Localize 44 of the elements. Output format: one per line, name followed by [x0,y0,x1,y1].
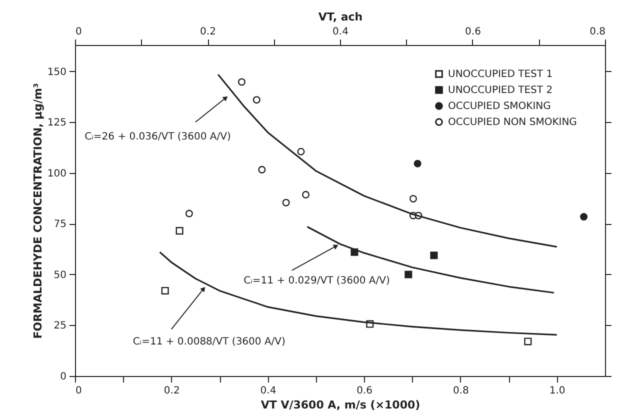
x-tick-label: 0 [76,386,82,396]
point [302,190,310,198]
x2-tick-label: 0.2 [200,26,216,38]
point [238,78,246,86]
point [161,286,169,294]
x-tick-label: 0.8 [453,386,469,396]
point [409,194,417,202]
annotation: Cᵢ=26 + 0.036/VT (3600 A/V) [84,131,231,142]
y-tick-label: 125 [47,118,66,129]
x2-tick-label: 0.6 [465,26,481,38]
point [282,198,290,206]
x2-axis-title: VT, ach [318,10,363,24]
y-tick-label: 150 [47,66,66,78]
line-series [159,251,558,336]
point [580,213,588,221]
point [430,252,438,260]
x-tick-label: 0.4 [260,386,276,396]
y-tick-label: 100 [47,168,66,180]
x2-tick-label: 0.8 [590,26,606,38]
point [414,160,422,168]
point [185,210,193,218]
legend-label: UNOCCUPIED TEST 2 [448,85,553,96]
x-axis-title: VT V/3600 A, m/s (×1000) [260,398,420,412]
annotation: Cᵢ=11 + 0.029/VT (3600 A/V) [244,276,390,287]
legend-label: UNOCCUPIED TEST 1 [448,69,553,80]
x2-tick-label: 0.4 [332,26,348,38]
x-tick-label: 0.2 [164,386,180,396]
point [258,166,266,174]
point [297,148,305,156]
x2-tick-label: 0 [76,26,82,38]
legend-label: OCCUPIED SMOKING [448,101,551,112]
legend-label: OCCUPIED NON SMOKING [448,117,577,128]
x-tick-label: 0.6 [356,386,373,396]
y-tick-label: 0 [60,372,66,382]
point [524,338,532,346]
y-tick-label: 25 [54,320,66,332]
y-tick-label: 75 [54,219,66,230]
y-tick-label: 50 [54,270,66,281]
point [252,96,260,104]
point [404,270,412,278]
point [176,227,184,235]
y-axis-title: FORMALDEHYDE CONCENTRATION, μg/m³ [31,83,44,339]
x-tick-label: 1.0 [549,386,566,396]
annotation: Cᵢ=11 + 0.0088/VT (3600 A/V) [132,336,286,348]
